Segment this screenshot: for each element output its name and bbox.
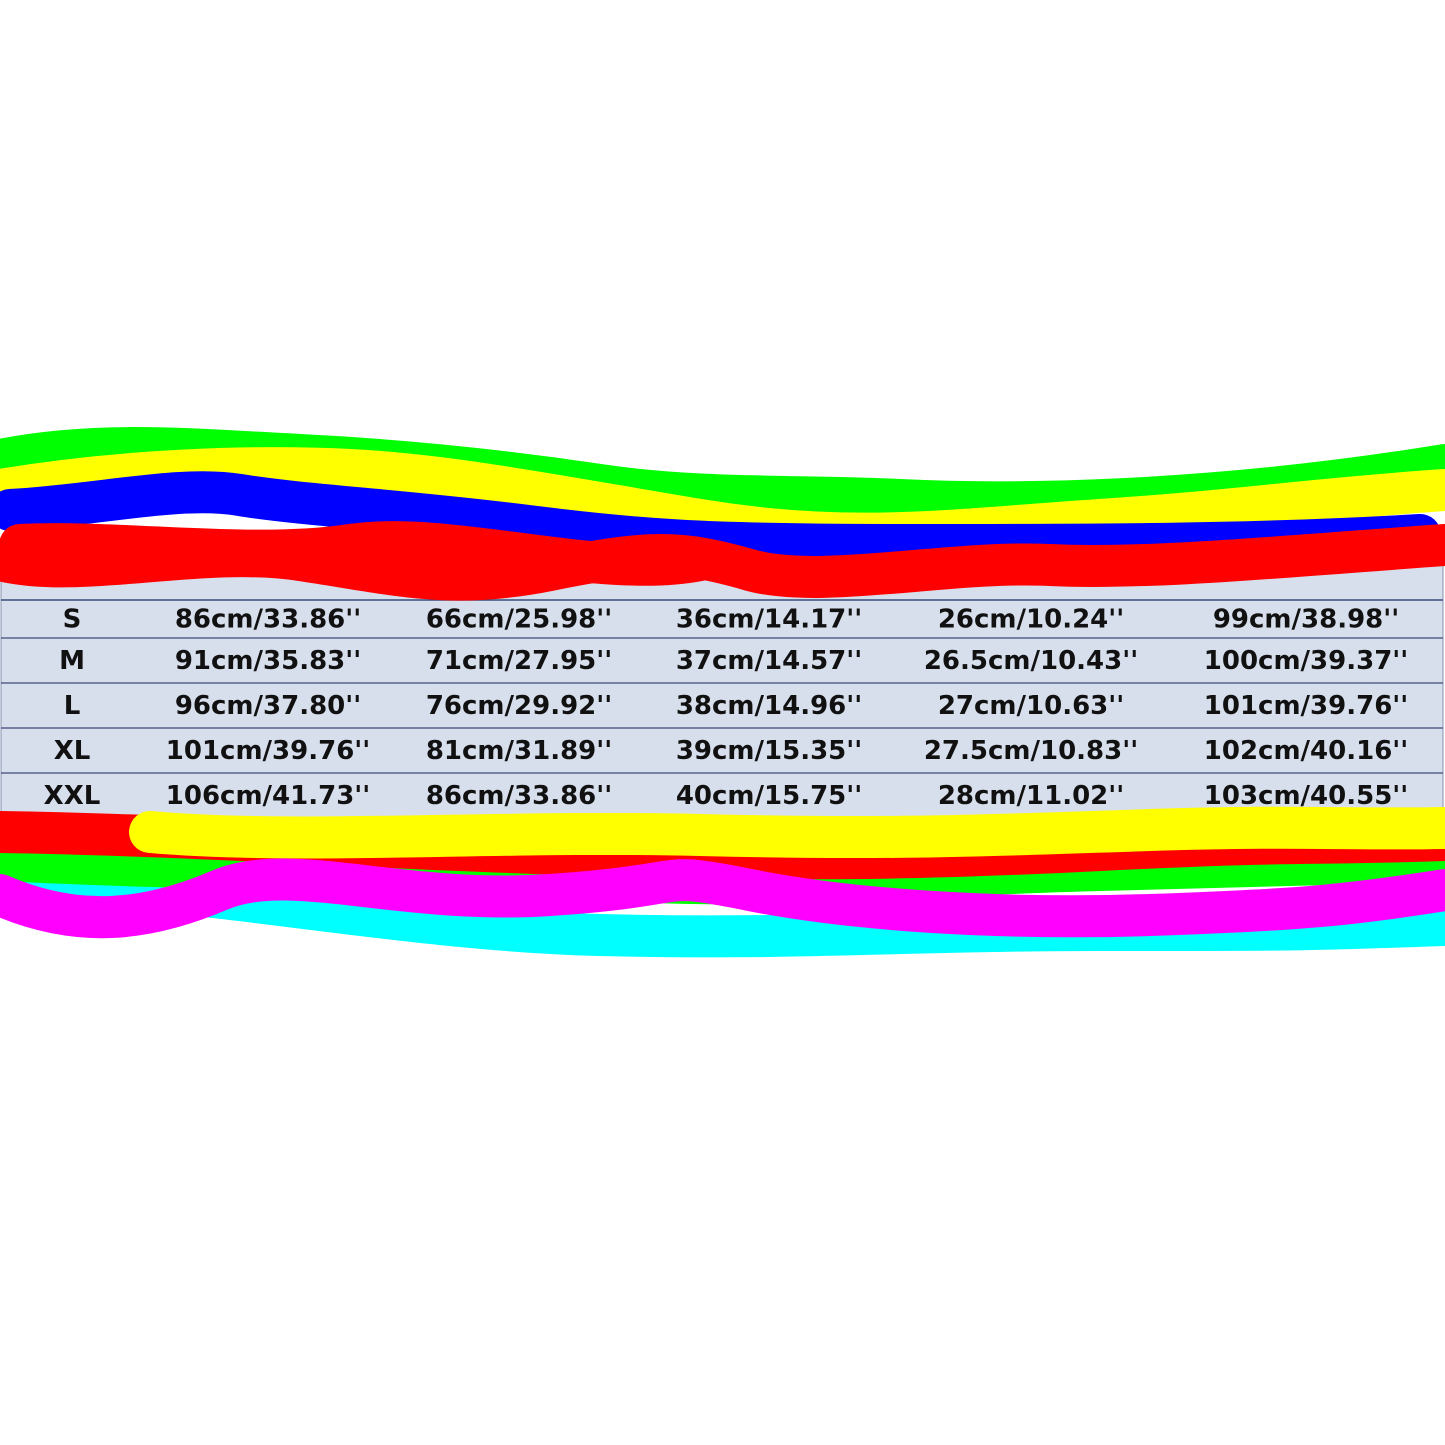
size-label: M <box>59 646 85 676</box>
table-background <box>0 544 1444 819</box>
measurement: 86cm/33.86'' <box>426 781 612 811</box>
measurement: 76cm/29.92'' <box>426 691 612 721</box>
measurement: 66cm/25.98'' <box>426 605 612 635</box>
scribble <box>0 521 721 586</box>
measurement: 39cm/15.35'' <box>676 736 862 766</box>
size-label: L <box>64 691 81 721</box>
measurement: 96cm/37.80'' <box>175 691 361 721</box>
measurement: 71cm/27.95'' <box>426 646 612 676</box>
measurement: 36cm/14.17'' <box>676 605 862 635</box>
measurement: 101cm/39.76'' <box>166 736 370 766</box>
measurement: 81cm/31.89'' <box>426 736 612 766</box>
measurement: 102cm/40.16'' <box>1204 736 1408 766</box>
measurement: 27.5cm/10.83'' <box>924 736 1138 766</box>
measurement: 100cm/39.37'' <box>1204 646 1408 676</box>
size-label: S <box>63 605 82 635</box>
measurement: 37cm/14.57'' <box>676 646 862 676</box>
measurement: 91cm/35.83'' <box>175 646 361 676</box>
measurement: 38cm/14.96'' <box>676 691 862 721</box>
scribble <box>0 471 1441 566</box>
measurement: 106cm/41.73'' <box>166 781 370 811</box>
measurement: 86cm/33.86'' <box>175 605 361 635</box>
scribble <box>0 447 1445 555</box>
measurement: 99cm/38.98'' <box>1213 605 1399 635</box>
measurement: 28cm/11.02'' <box>938 781 1124 811</box>
scribble <box>0 858 1445 939</box>
measurement: 26cm/10.24'' <box>938 605 1124 635</box>
size-label: XXL <box>44 781 101 811</box>
measurement: 27cm/10.63'' <box>938 691 1124 721</box>
measurement: 101cm/39.76'' <box>1204 691 1408 721</box>
measurement: 103cm/40.55'' <box>1204 781 1408 811</box>
measurement: 40cm/15.75'' <box>676 781 862 811</box>
scribble <box>129 806 1445 859</box>
measurement: 26.5cm/10.43'' <box>924 646 1138 676</box>
size-label: XL <box>54 736 91 766</box>
scribbles <box>0 427 1445 958</box>
